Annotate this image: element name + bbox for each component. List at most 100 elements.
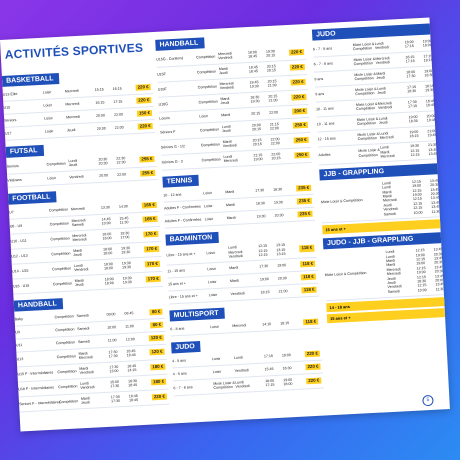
activity-type: Compétition	[46, 161, 66, 167]
start-time: 18:45 18:45	[248, 65, 259, 75]
activity-day: Mercredi Vendredi	[219, 81, 235, 91]
activity-day: Mardi Vendredi	[79, 366, 94, 376]
end-time: 22:00 20:15	[271, 152, 281, 161]
start-time: 20:00 20:15	[251, 123, 262, 132]
start-time: 20:00	[95, 113, 106, 118]
activity-day: Mardi	[225, 202, 236, 208]
activity-name: Adultes F - Confirmées	[164, 217, 202, 224]
price-badge: 220 €	[430, 39, 446, 47]
activity-type: Compétition	[200, 142, 221, 148]
start-time: 09:00	[106, 312, 116, 317]
activity-type: Compétition	[51, 251, 71, 257]
activity-name: 6 - 7 - 8 ans	[173, 384, 193, 390]
price-badge: 220 €	[433, 99, 450, 107]
activity-day: Mercredi Samedi	[71, 218, 86, 228]
start-time: 12:15 19:00 12:15 19:00 12:15 12:15 12:1…	[411, 179, 423, 215]
end-time: 19:30 19:30	[120, 246, 131, 255]
activity-name: U14 - U15	[12, 268, 29, 274]
price-badge: 150 €	[136, 109, 153, 118]
section-header-badminton: BADMINTON	[165, 231, 219, 246]
activity-day: Mardi	[221, 112, 231, 118]
end-time: 13:45 20:30 13:45 20:30 13:45 13:45 13:4…	[429, 178, 441, 214]
activity-type: Loisir	[206, 251, 216, 256]
price-badge: 235 €	[296, 197, 313, 205]
section-header-judo: JUDO	[171, 340, 202, 354]
activity-day: Mardi Jeudi	[218, 66, 228, 76]
end-time: 18:00	[281, 352, 291, 358]
activity-type: Mixte Loisir & Compétition	[213, 380, 235, 391]
activity-type: Compétition	[57, 369, 77, 375]
activity-name: 9 ans	[314, 76, 324, 82]
end-time: 18:45 18:45	[128, 393, 139, 403]
page-title: ACTIVITÉS SPORTIVES	[4, 40, 144, 62]
activity-type: Loisir	[47, 176, 57, 181]
activity-name: U11	[15, 343, 23, 348]
start-time: 17:30 13:00	[109, 364, 119, 374]
price-badge: 235 €	[296, 184, 312, 192]
schedule-row: Mixte Loisir & Compétition Lundi Lundi Ma…	[319, 175, 450, 223]
activity-day: Mercredi Mercredi	[72, 233, 87, 243]
price-badge: 250 €	[292, 121, 309, 129]
activity-type: Compétition	[55, 340, 76, 346]
activity-day: Mercredi	[70, 206, 86, 212]
start-time: 18:30	[255, 201, 266, 206]
price-badge: 180 €	[150, 363, 166, 371]
start-time: 18:00 16:00	[102, 232, 112, 241]
activity-day: Lundi Vendredi	[374, 41, 390, 51]
end-time: 20:15 21:00	[268, 94, 278, 104]
activity-day: Mardi	[226, 215, 236, 221]
activity-type: Loisir	[207, 279, 217, 285]
start-time: 19:30 12:15 12:15	[410, 143, 420, 158]
start-time: 17:30 17:30	[110, 394, 121, 404]
activity-day: Mercredi	[66, 114, 81, 120]
schedule-sheet: ACTIVITÉS SPORTIVES BASKETBALL U13 Élite L…	[0, 17, 450, 432]
price-badge: 170 €	[144, 260, 161, 268]
start-time: 20:15	[251, 111, 261, 116]
end-time: 13:45 20:30 13:45 20:30 13:45 20:30 13:4…	[433, 247, 445, 292]
activity-name: U17	[4, 131, 12, 136]
activity-day: Jeudi	[66, 127, 76, 133]
activity-day: Mercredi	[64, 88, 79, 94]
activity-type: Compétition	[56, 354, 76, 360]
price-badge: 120 €	[148, 334, 164, 342]
activity-type: Loisir	[44, 129, 54, 134]
activity-day: Lundi	[233, 355, 243, 360]
end-time: 11:00	[125, 324, 135, 329]
activity-name: Baby	[14, 316, 23, 322]
activity-type: Loisir	[44, 116, 53, 121]
start-time: 18:00 18:00	[104, 276, 114, 286]
price-badge: 220 €	[304, 350, 321, 358]
price-badge: 220 €	[290, 78, 306, 87]
start-time: 12:15 12:15 12:15	[258, 244, 268, 258]
end-time: 20:15 21:00	[267, 79, 277, 89]
activity-name: Loisirs	[159, 116, 170, 121]
price-badge: 220 €	[288, 48, 305, 57]
activity-day: Mercredi	[232, 323, 247, 328]
price-badge: 170 €	[145, 275, 161, 283]
price-badge: 120 €	[149, 348, 165, 356]
activity-day: Mercredi Vendredi	[375, 56, 391, 66]
price-badge: 255 €	[139, 155, 155, 164]
activity-day: Lundi Mercredi Vendredi	[228, 245, 243, 259]
start-time: 18:15	[260, 289, 270, 295]
end-time: 21:15 22:00	[269, 122, 280, 131]
activity-day: Lundi Jeudi	[221, 124, 231, 134]
activity-name: Adultes F - Confirmées	[163, 204, 201, 211]
column-2: HANDBALL U15G - Confirmé Compétition Mercre…	[155, 26, 324, 397]
column-3: JUDO 6 - 7 - 8 ans Mixte Loisir & Compétit…	[311, 19, 450, 325]
activity-name: U18 F - Intermédiaires	[18, 385, 55, 392]
activity-type: Loisir	[199, 114, 208, 119]
activity-name: 4 - 5 ans	[172, 371, 187, 377]
price-badge: 220 €	[306, 377, 322, 385]
section-header-handball: HANDBALL	[13, 298, 64, 312]
activity-name: 10 - 12 ans	[163, 192, 182, 198]
activity-name: 10 - 11 ans	[315, 106, 334, 112]
activity-day: Mercredi	[65, 101, 80, 107]
price-badge: 118 €	[300, 273, 316, 281]
start-time: 20:00	[96, 126, 106, 131]
start-time: 20:15 20:15	[252, 138, 262, 147]
end-time: 20:30	[277, 275, 287, 281]
activity-type: Loisir	[42, 90, 52, 95]
start-time: 18:00 18:00	[103, 261, 114, 271]
end-time: 16:30 18:45	[127, 378, 138, 388]
